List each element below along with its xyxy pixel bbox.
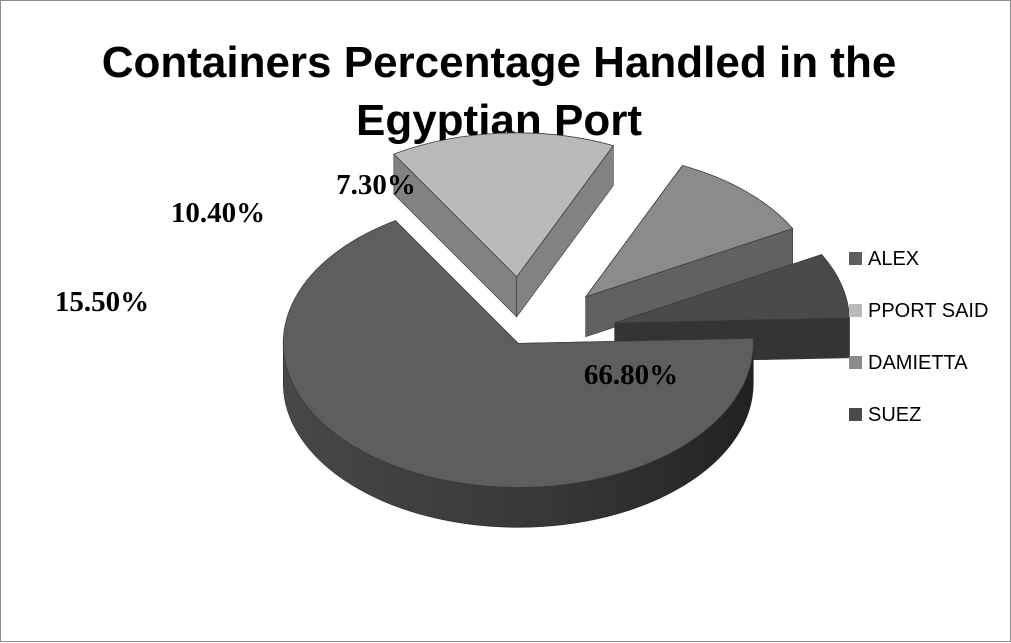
legend-item-pport-said: PPORT SAID [849,300,988,322]
legend-label-pport-said: PPORT SAID [868,300,988,322]
legend-swatch-alex [849,252,862,265]
legend-swatch-suez [849,408,862,421]
legend-label-suez: SUEZ [868,404,921,426]
data-label-pport-said: 15.50% [55,286,149,318]
data-labels: 66.80% 15.50% 10.40% 7.30% [55,169,678,391]
legend-item-suez: SUEZ [849,404,921,426]
legend-label-damietta: DAMIETTA [868,352,968,374]
pie-slice-top-pport-said [393,132,614,278]
pie-slice-top-alex [282,220,754,488]
data-label-suez: 7.30% [336,169,416,201]
pie-slice-top-damietta [584,165,794,298]
pie-slice-alex [282,219,754,528]
data-label-damietta: 10.40% [171,197,265,229]
pie-plot-area [282,132,850,528]
data-label-alex: 66.80% [584,359,678,391]
pie-slice-pport-said [393,132,614,318]
legend-swatch-damietta [849,356,862,369]
chart-title-line-1: Containers Percentage Handled in the [102,38,897,87]
legend-item-alex: ALEX [849,248,919,270]
legend-swatch-pport-said [849,304,862,317]
legend: ALEX PPORT SAID DAMIETTA SUEZ [849,248,988,426]
legend-item-damietta: DAMIETTA [849,352,968,374]
legend-label-alex: ALEX [868,248,919,270]
